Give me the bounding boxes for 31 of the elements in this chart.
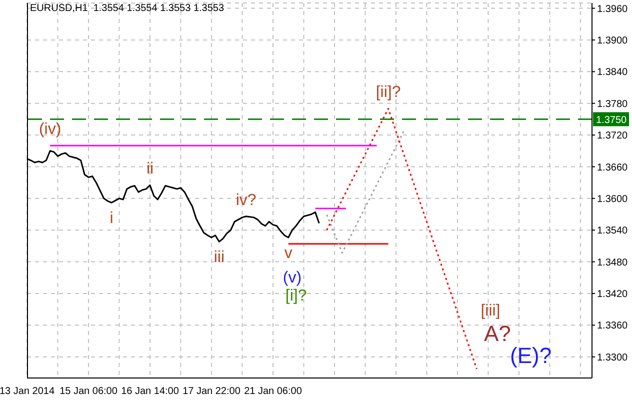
y-tick-label: 1.3480 xyxy=(597,257,628,268)
data-label: iv? xyxy=(236,192,256,209)
y-tick-label: 1.3840 xyxy=(597,67,628,78)
y-tick-label: 1.3420 xyxy=(597,289,628,300)
annotation: A? xyxy=(484,321,511,346)
data-label: (v) xyxy=(282,269,302,286)
data-label: (iv) xyxy=(38,121,62,138)
y-tick-label: 1.3540 xyxy=(597,226,628,237)
data-label: v xyxy=(284,245,292,262)
x-tick-label: 13 Jan 2014 xyxy=(0,386,55,397)
x-tick-label: 16 Jan 14:00 xyxy=(121,386,180,397)
chart-title: EURUSD,H1 1.3554 1.3554 1.3553 1.3553 xyxy=(30,3,224,14)
data-label: i xyxy=(110,210,114,228)
data-label: iii xyxy=(214,249,225,266)
annotation: (E)? xyxy=(510,343,552,368)
y-tick-label: 1.3900 xyxy=(597,36,628,47)
y-tick-label: 1.3660 xyxy=(597,162,628,174)
y-tick-label: 1.3300 xyxy=(597,352,628,364)
y-tick-label: 1.3780 xyxy=(597,98,628,110)
y-tick-label: 1.3360 xyxy=(597,320,628,332)
y-tick-label: 1.3720 xyxy=(597,130,628,142)
ref-line-label: 1.3750 xyxy=(596,115,628,126)
x-tick-label: 17 Jan 22:00 xyxy=(182,386,241,397)
data-label: [i]? xyxy=(285,287,307,304)
y-tick-label: 1.3960 xyxy=(597,4,628,15)
data-label: [iii] xyxy=(480,302,500,320)
data-label: [ii]? xyxy=(376,84,401,102)
y-tick-label: 1.3600 xyxy=(597,194,628,205)
data-label: ii xyxy=(146,160,154,178)
x-tick-label: 21 Jan 06:00 xyxy=(244,386,302,397)
x-tick-label: 15 Jan 06:00 xyxy=(60,386,118,397)
